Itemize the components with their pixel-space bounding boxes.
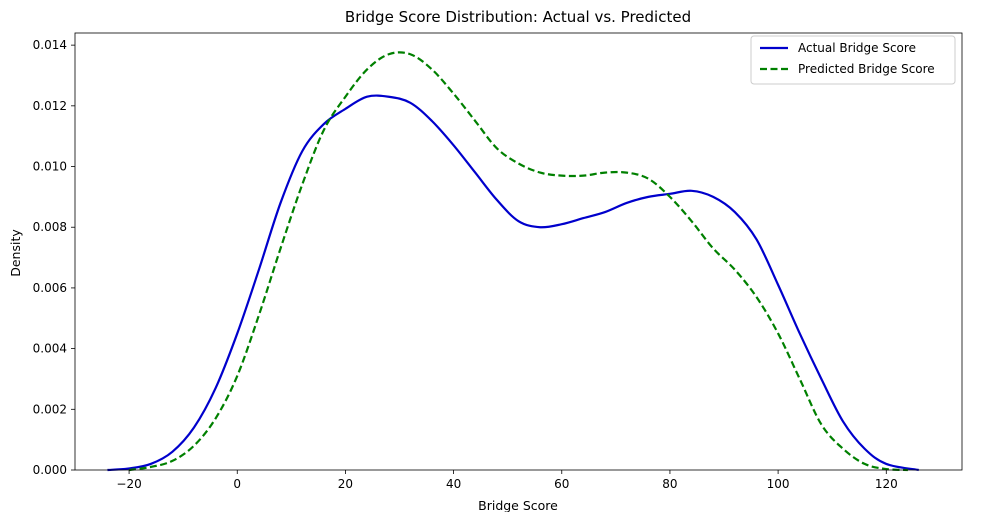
y-tick-label: 0.004 bbox=[33, 342, 67, 356]
x-axis-label: Bridge Score bbox=[478, 498, 558, 512]
legend-box bbox=[750, 35, 956, 85]
x-tick-label: 80 bbox=[662, 477, 677, 491]
chart-title: Bridge Score Distribution: Actual vs. Pr… bbox=[345, 8, 691, 26]
plot-area bbox=[107, 51, 919, 472]
x-axis: −20 0 20 40 60 80 100 120 bbox=[116, 470, 898, 491]
x-tick-label: −20 bbox=[116, 477, 141, 491]
y-tick-label: 0.014 bbox=[33, 38, 67, 52]
y-tick-label: 0.006 bbox=[33, 281, 67, 295]
predicted-series-line bbox=[128, 51, 908, 472]
plot-frame bbox=[74, 32, 963, 471]
y-tick-label: 0.000 bbox=[33, 463, 67, 477]
legend-entry: Predicted Bridge Score bbox=[798, 62, 935, 76]
y-tick-label: 0.002 bbox=[33, 402, 67, 416]
y-tick-label: 0.010 bbox=[33, 160, 67, 174]
x-tick-label: 40 bbox=[446, 477, 461, 491]
x-tick-label: 100 bbox=[767, 477, 790, 491]
legend-entry: Actual Bridge Score bbox=[798, 41, 916, 55]
x-tick-label: 60 bbox=[554, 477, 569, 491]
y-axis-label: Density bbox=[8, 229, 23, 277]
x-tick-label: 20 bbox=[338, 477, 353, 491]
x-tick-label: 120 bbox=[875, 477, 898, 491]
y-axis: 0.000 0.002 0.004 0.006 0.008 0.010 0.012 0.014 bbox=[33, 38, 75, 477]
y-tick-label: 0.012 bbox=[33, 99, 67, 113]
actual-series-line bbox=[107, 94, 919, 472]
legend: Actual Bridge Score Predicted Bridge Scor… bbox=[750, 35, 956, 85]
y-tick-label: 0.008 bbox=[33, 220, 67, 234]
x-tick-label: 0 bbox=[233, 477, 241, 491]
